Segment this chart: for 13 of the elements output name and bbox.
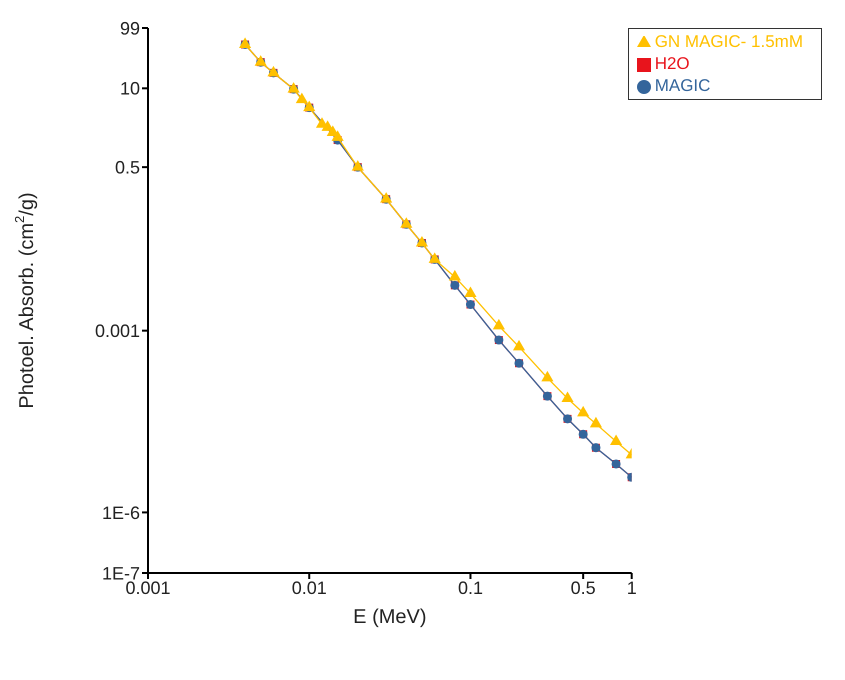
y-tick-label: 10 bbox=[120, 78, 140, 99]
y-tick-label: 99 bbox=[120, 18, 140, 38]
y-tick-label: 0.001 bbox=[94, 321, 140, 342]
x-tick-label: 1 bbox=[626, 578, 637, 598]
legend-label: GN MAGIC- 1.5mM bbox=[654, 32, 803, 51]
x-tick-label: 0.1 bbox=[458, 578, 483, 598]
legend-label: H2O bbox=[654, 54, 690, 73]
y-tick-label: 1E-6 bbox=[102, 502, 140, 523]
x-axis-title: E (MeV) bbox=[353, 606, 427, 628]
x-tick-label: 0.5 bbox=[570, 578, 596, 598]
y-tick-label: 0.5 bbox=[114, 158, 140, 178]
x-tick-label: 0.01 bbox=[292, 578, 327, 598]
legend-label: MAGIC bbox=[654, 76, 710, 95]
